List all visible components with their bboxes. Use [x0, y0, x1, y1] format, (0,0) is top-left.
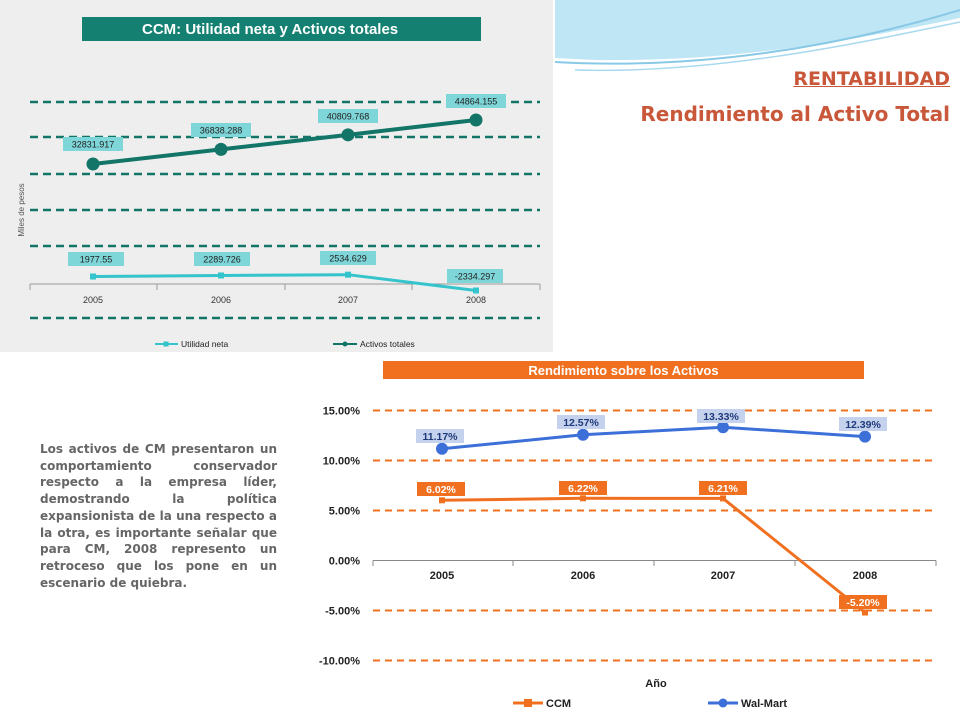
chart1-title: CCM: Utilidad neta y Activos totales — [82, 17, 481, 41]
legend-activos-label: Activos totales — [360, 339, 415, 349]
utilidad-label-box — [320, 251, 376, 265]
activos-data-label: 36838.288 — [200, 126, 243, 136]
walmart-point — [436, 442, 448, 455]
legend-utilidad-label: Utilidad neta — [181, 339, 229, 349]
ccm-label-box — [839, 595, 887, 609]
slide-heading: RENTABILIDAD Rendimiento al Activo Total — [640, 68, 950, 126]
legend-walmart-label: Wal-Mart — [741, 698, 787, 710]
utilidad-label-box — [194, 252, 250, 266]
activos-label-box — [318, 109, 378, 123]
ccm-data-label: 6.21% — [708, 483, 738, 495]
utilidad-point — [345, 271, 351, 278]
x-tick-label: 2006 — [571, 570, 595, 582]
activos-label-box — [446, 94, 506, 108]
legend-ccm-marker — [524, 699, 532, 707]
x-tick-label: 2005 — [83, 295, 103, 305]
series-activos-line — [92, 118, 477, 166]
activos-label-box — [191, 123, 251, 137]
walmart-label-box — [416, 429, 464, 443]
series-walmart-line — [441, 425, 866, 451]
slide-title: RENTABILIDAD — [793, 68, 950, 90]
y-tick-label: -5.00% — [325, 606, 360, 618]
walmart-label-box — [839, 417, 887, 431]
walmart-data-label: 12.57% — [563, 417, 599, 429]
utilidad-point — [90, 273, 96, 280]
utilidad-point — [218, 272, 224, 279]
walmart-point — [717, 421, 729, 434]
y-tick-label: 5.00% — [329, 506, 360, 518]
slide-subtitle: Rendimiento al Activo Total — [640, 102, 950, 126]
activos-point — [469, 113, 483, 127]
ccm-data-label: 6.02% — [426, 484, 456, 496]
x-tick-label: 2006 — [211, 295, 231, 305]
chart2-plot: 15.00% 10.00% 5.00% 0.00% -5.00% -10.00% 2005 2… — [319, 406, 937, 710]
y-axis-label: Miles de pesos — [17, 183, 26, 236]
utilidad-data-label: 1977.55 — [80, 255, 113, 265]
legend-activos-marker — [342, 341, 348, 347]
walmart-data-label: 12.39% — [845, 419, 881, 431]
ccm-point — [720, 495, 726, 502]
chart2-title: Rendimiento sobre los Activos — [383, 361, 864, 379]
series-utilidad-line — [92, 273, 477, 292]
activos-label-box — [63, 137, 123, 151]
activos-data-label: 44864.155 — [455, 97, 498, 107]
utilidad-label-box — [447, 269, 503, 283]
ccm-label-box — [417, 482, 465, 496]
x-tick-label: 2007 — [711, 570, 735, 582]
series-ccm-line — [441, 496, 866, 614]
ccm-point — [580, 495, 586, 502]
ccm-point — [862, 609, 868, 616]
x-tick-label: 2008 — [853, 570, 877, 582]
walmart-point — [859, 430, 871, 443]
activos-data-label: 40809.768 — [327, 112, 370, 122]
decorative-wave — [555, 0, 960, 72]
utilidad-data-label: 2534.629 — [329, 254, 367, 264]
ccm-data-label: -5.20% — [846, 597, 880, 609]
x-tick-label: 2008 — [466, 295, 486, 305]
ccm-data-label: 6.22% — [568, 483, 598, 495]
utilidad-data-label: 2289.726 — [203, 255, 241, 265]
utilidad-data-label: -2334.297 — [455, 272, 496, 282]
activos-data-label: 32831.917 — [72, 140, 115, 150]
y-tick-label: 10.00% — [323, 456, 361, 468]
utilidad-point — [473, 287, 479, 294]
legend-utilidad-marker — [163, 341, 169, 347]
y-tick-label: -10.00% — [319, 656, 360, 668]
utilidad-label-box — [68, 252, 124, 266]
chart-rendimiento-activos: Rendimiento sobre los Activos 15.00% 10.0… — [293, 353, 960, 720]
chart-utilidad-activos: CCM: Utilidad neta y Activos totales 200… — [0, 0, 553, 352]
ccm-point — [439, 497, 445, 504]
walmart-point — [577, 428, 589, 441]
walmart-data-label: 13.33% — [703, 411, 739, 423]
legend-ccm-label: CCM — [546, 698, 571, 710]
walmart-data-label: 11.17% — [422, 431, 458, 443]
activos-point — [341, 128, 355, 142]
walmart-label-box — [557, 415, 605, 429]
chart1-plot: 2005 2006 2007 2008 Miles de pesos 32831.917 3… — [17, 94, 541, 349]
legend-walmart-marker — [718, 698, 728, 708]
activos-point — [214, 142, 228, 156]
activos-point — [86, 157, 100, 171]
x-tick-label: 2005 — [430, 570, 454, 582]
x-axis-label: Año — [645, 678, 667, 690]
walmart-label-box — [697, 409, 745, 423]
x-tick-label: 2007 — [338, 295, 358, 305]
y-tick-label: 15.00% — [323, 406, 361, 418]
ccm-label-box — [699, 481, 747, 495]
y-tick-label: 0.00% — [329, 556, 360, 568]
ccm-label-box — [559, 481, 607, 495]
analysis-paragraph: Los activos de CM presentaron un comport… — [40, 442, 277, 590]
